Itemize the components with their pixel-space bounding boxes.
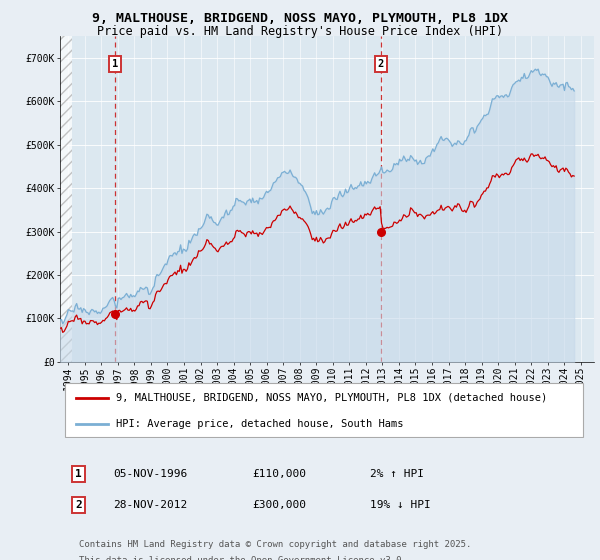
Text: 1: 1: [112, 59, 119, 69]
Text: 1: 1: [76, 469, 82, 479]
Text: This data is licensed under the Open Government Licence v3.0.: This data is licensed under the Open Gov…: [79, 556, 407, 560]
Text: 05-NOV-1996: 05-NOV-1996: [113, 469, 188, 479]
Text: 2% ↑ HPI: 2% ↑ HPI: [370, 469, 424, 479]
Text: £110,000: £110,000: [252, 469, 306, 479]
Text: 9, MALTHOUSE, BRIDGEND, NOSS MAYO, PLYMOUTH, PL8 1DX (detached house): 9, MALTHOUSE, BRIDGEND, NOSS MAYO, PLYMO…: [116, 393, 547, 403]
Text: 9, MALTHOUSE, BRIDGEND, NOSS MAYO, PLYMOUTH, PL8 1DX: 9, MALTHOUSE, BRIDGEND, NOSS MAYO, PLYMO…: [92, 12, 508, 25]
Text: 2: 2: [76, 500, 82, 510]
Text: £300,000: £300,000: [252, 500, 306, 510]
FancyBboxPatch shape: [65, 383, 583, 437]
Text: Contains HM Land Registry data © Crown copyright and database right 2025.: Contains HM Land Registry data © Crown c…: [79, 540, 471, 549]
Text: 19% ↓ HPI: 19% ↓ HPI: [370, 500, 430, 510]
Bar: [60, 36, 73, 362]
Text: 2: 2: [378, 59, 384, 69]
Text: 28-NOV-2012: 28-NOV-2012: [113, 500, 188, 510]
Text: HPI: Average price, detached house, South Hams: HPI: Average price, detached house, Sout…: [116, 419, 404, 429]
Text: Price paid vs. HM Land Registry's House Price Index (HPI): Price paid vs. HM Land Registry's House …: [97, 25, 503, 38]
